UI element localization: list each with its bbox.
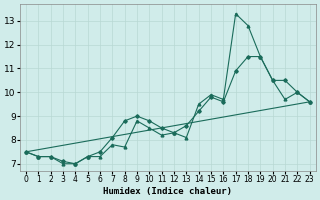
X-axis label: Humidex (Indice chaleur): Humidex (Indice chaleur) xyxy=(103,187,232,196)
